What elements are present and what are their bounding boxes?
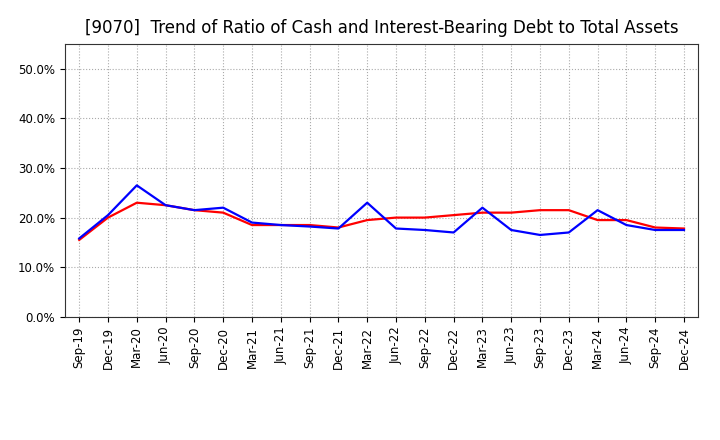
Cash bbox=[564, 208, 573, 213]
Line: Cash: Cash bbox=[79, 203, 684, 240]
Interest-Bearing Debt bbox=[363, 200, 372, 205]
Cash bbox=[680, 226, 688, 231]
Cash bbox=[305, 222, 314, 227]
Interest-Bearing Debt bbox=[104, 213, 112, 218]
Cash bbox=[276, 222, 285, 227]
Interest-Bearing Debt bbox=[420, 227, 429, 233]
Interest-Bearing Debt bbox=[651, 227, 660, 233]
Cash bbox=[363, 217, 372, 223]
Cash bbox=[478, 210, 487, 215]
Cash bbox=[132, 200, 141, 205]
Cash bbox=[248, 222, 256, 227]
Interest-Bearing Debt bbox=[564, 230, 573, 235]
Cash bbox=[622, 217, 631, 223]
Cash bbox=[536, 208, 544, 213]
Line: Interest-Bearing Debt: Interest-Bearing Debt bbox=[79, 185, 684, 238]
Interest-Bearing Debt bbox=[622, 222, 631, 227]
Interest-Bearing Debt bbox=[478, 205, 487, 210]
Cash bbox=[420, 215, 429, 220]
Cash bbox=[104, 215, 112, 220]
Interest-Bearing Debt bbox=[536, 232, 544, 238]
Cash bbox=[392, 215, 400, 220]
Interest-Bearing Debt bbox=[305, 224, 314, 229]
Interest-Bearing Debt bbox=[680, 227, 688, 233]
Interest-Bearing Debt bbox=[248, 220, 256, 225]
Cash bbox=[334, 225, 343, 230]
Interest-Bearing Debt bbox=[593, 208, 602, 213]
Interest-Bearing Debt bbox=[132, 183, 141, 188]
Interest-Bearing Debt bbox=[334, 226, 343, 231]
Cash bbox=[161, 202, 170, 208]
Interest-Bearing Debt bbox=[449, 230, 458, 235]
Interest-Bearing Debt bbox=[75, 236, 84, 241]
Interest-Bearing Debt bbox=[219, 205, 228, 210]
Interest-Bearing Debt bbox=[507, 227, 516, 233]
Cash bbox=[449, 213, 458, 218]
Interest-Bearing Debt bbox=[190, 208, 199, 213]
Cash bbox=[75, 237, 84, 242]
Cash bbox=[507, 210, 516, 215]
Cash bbox=[651, 225, 660, 230]
Legend: Cash, Interest-Bearing Debt: Cash, Interest-Bearing Debt bbox=[235, 438, 528, 440]
Cash bbox=[593, 217, 602, 223]
Title: [9070]  Trend of Ratio of Cash and Interest-Bearing Debt to Total Assets: [9070] Trend of Ratio of Cash and Intere… bbox=[85, 19, 678, 37]
Cash bbox=[190, 208, 199, 213]
Interest-Bearing Debt bbox=[276, 222, 285, 227]
Cash bbox=[219, 210, 228, 215]
Interest-Bearing Debt bbox=[392, 226, 400, 231]
Interest-Bearing Debt bbox=[161, 202, 170, 208]
